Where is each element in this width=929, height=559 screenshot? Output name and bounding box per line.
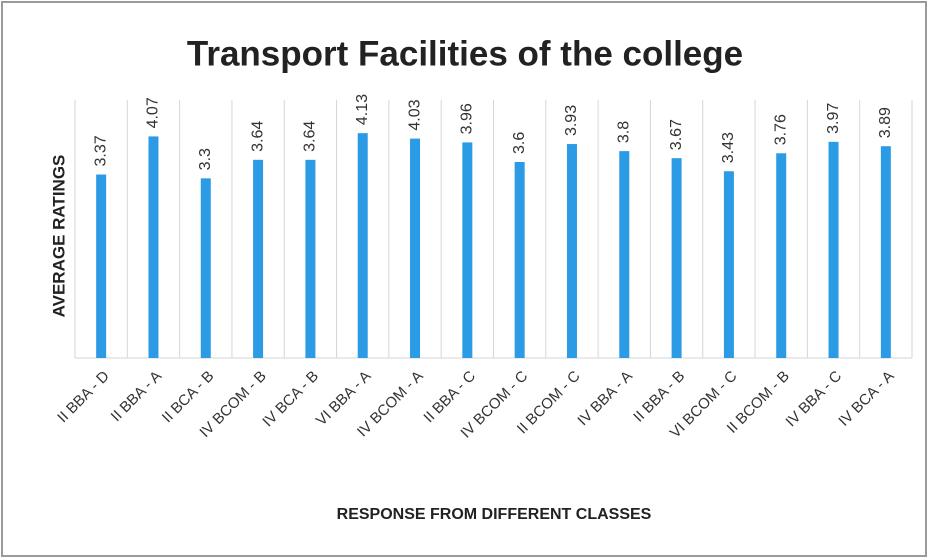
value-label: 3.3 bbox=[197, 148, 214, 170]
bar bbox=[96, 174, 107, 358]
value-label: 3.67 bbox=[668, 119, 685, 150]
bar bbox=[566, 144, 577, 358]
bar bbox=[148, 136, 159, 358]
bar bbox=[880, 146, 891, 358]
bar bbox=[828, 141, 839, 358]
bar bbox=[671, 158, 682, 358]
value-label: 4.03 bbox=[406, 99, 423, 130]
bar bbox=[776, 153, 787, 358]
bar bbox=[619, 151, 630, 358]
x-axis-label: RESPONSE FROM DIFFERENT CLASSES bbox=[337, 506, 652, 523]
y-axis-label: AVERAGE RATINGS bbox=[49, 155, 68, 318]
bar bbox=[305, 159, 316, 358]
value-label: 3.97 bbox=[825, 103, 842, 134]
bar bbox=[253, 159, 264, 358]
chart-title: Transport Facilities of the college bbox=[187, 34, 743, 73]
value-label: 3.93 bbox=[563, 105, 580, 136]
value-label: 3.6 bbox=[511, 132, 528, 154]
bar bbox=[514, 162, 525, 358]
bar bbox=[462, 142, 473, 358]
value-label: 3.96 bbox=[459, 103, 476, 134]
value-label: 3.64 bbox=[249, 121, 266, 152]
bar bbox=[410, 138, 421, 358]
bar bbox=[200, 178, 211, 358]
value-label: 3.64 bbox=[302, 121, 319, 152]
bar bbox=[723, 171, 734, 358]
value-label: 4.13 bbox=[354, 94, 371, 125]
value-label: 3.76 bbox=[772, 114, 789, 145]
bar bbox=[357, 133, 368, 358]
value-label: 3.43 bbox=[720, 132, 737, 163]
value-label: 3.89 bbox=[877, 107, 894, 138]
value-label: 3.8 bbox=[616, 121, 633, 143]
value-label: 3.37 bbox=[92, 135, 109, 166]
value-label: 4.07 bbox=[145, 97, 162, 128]
